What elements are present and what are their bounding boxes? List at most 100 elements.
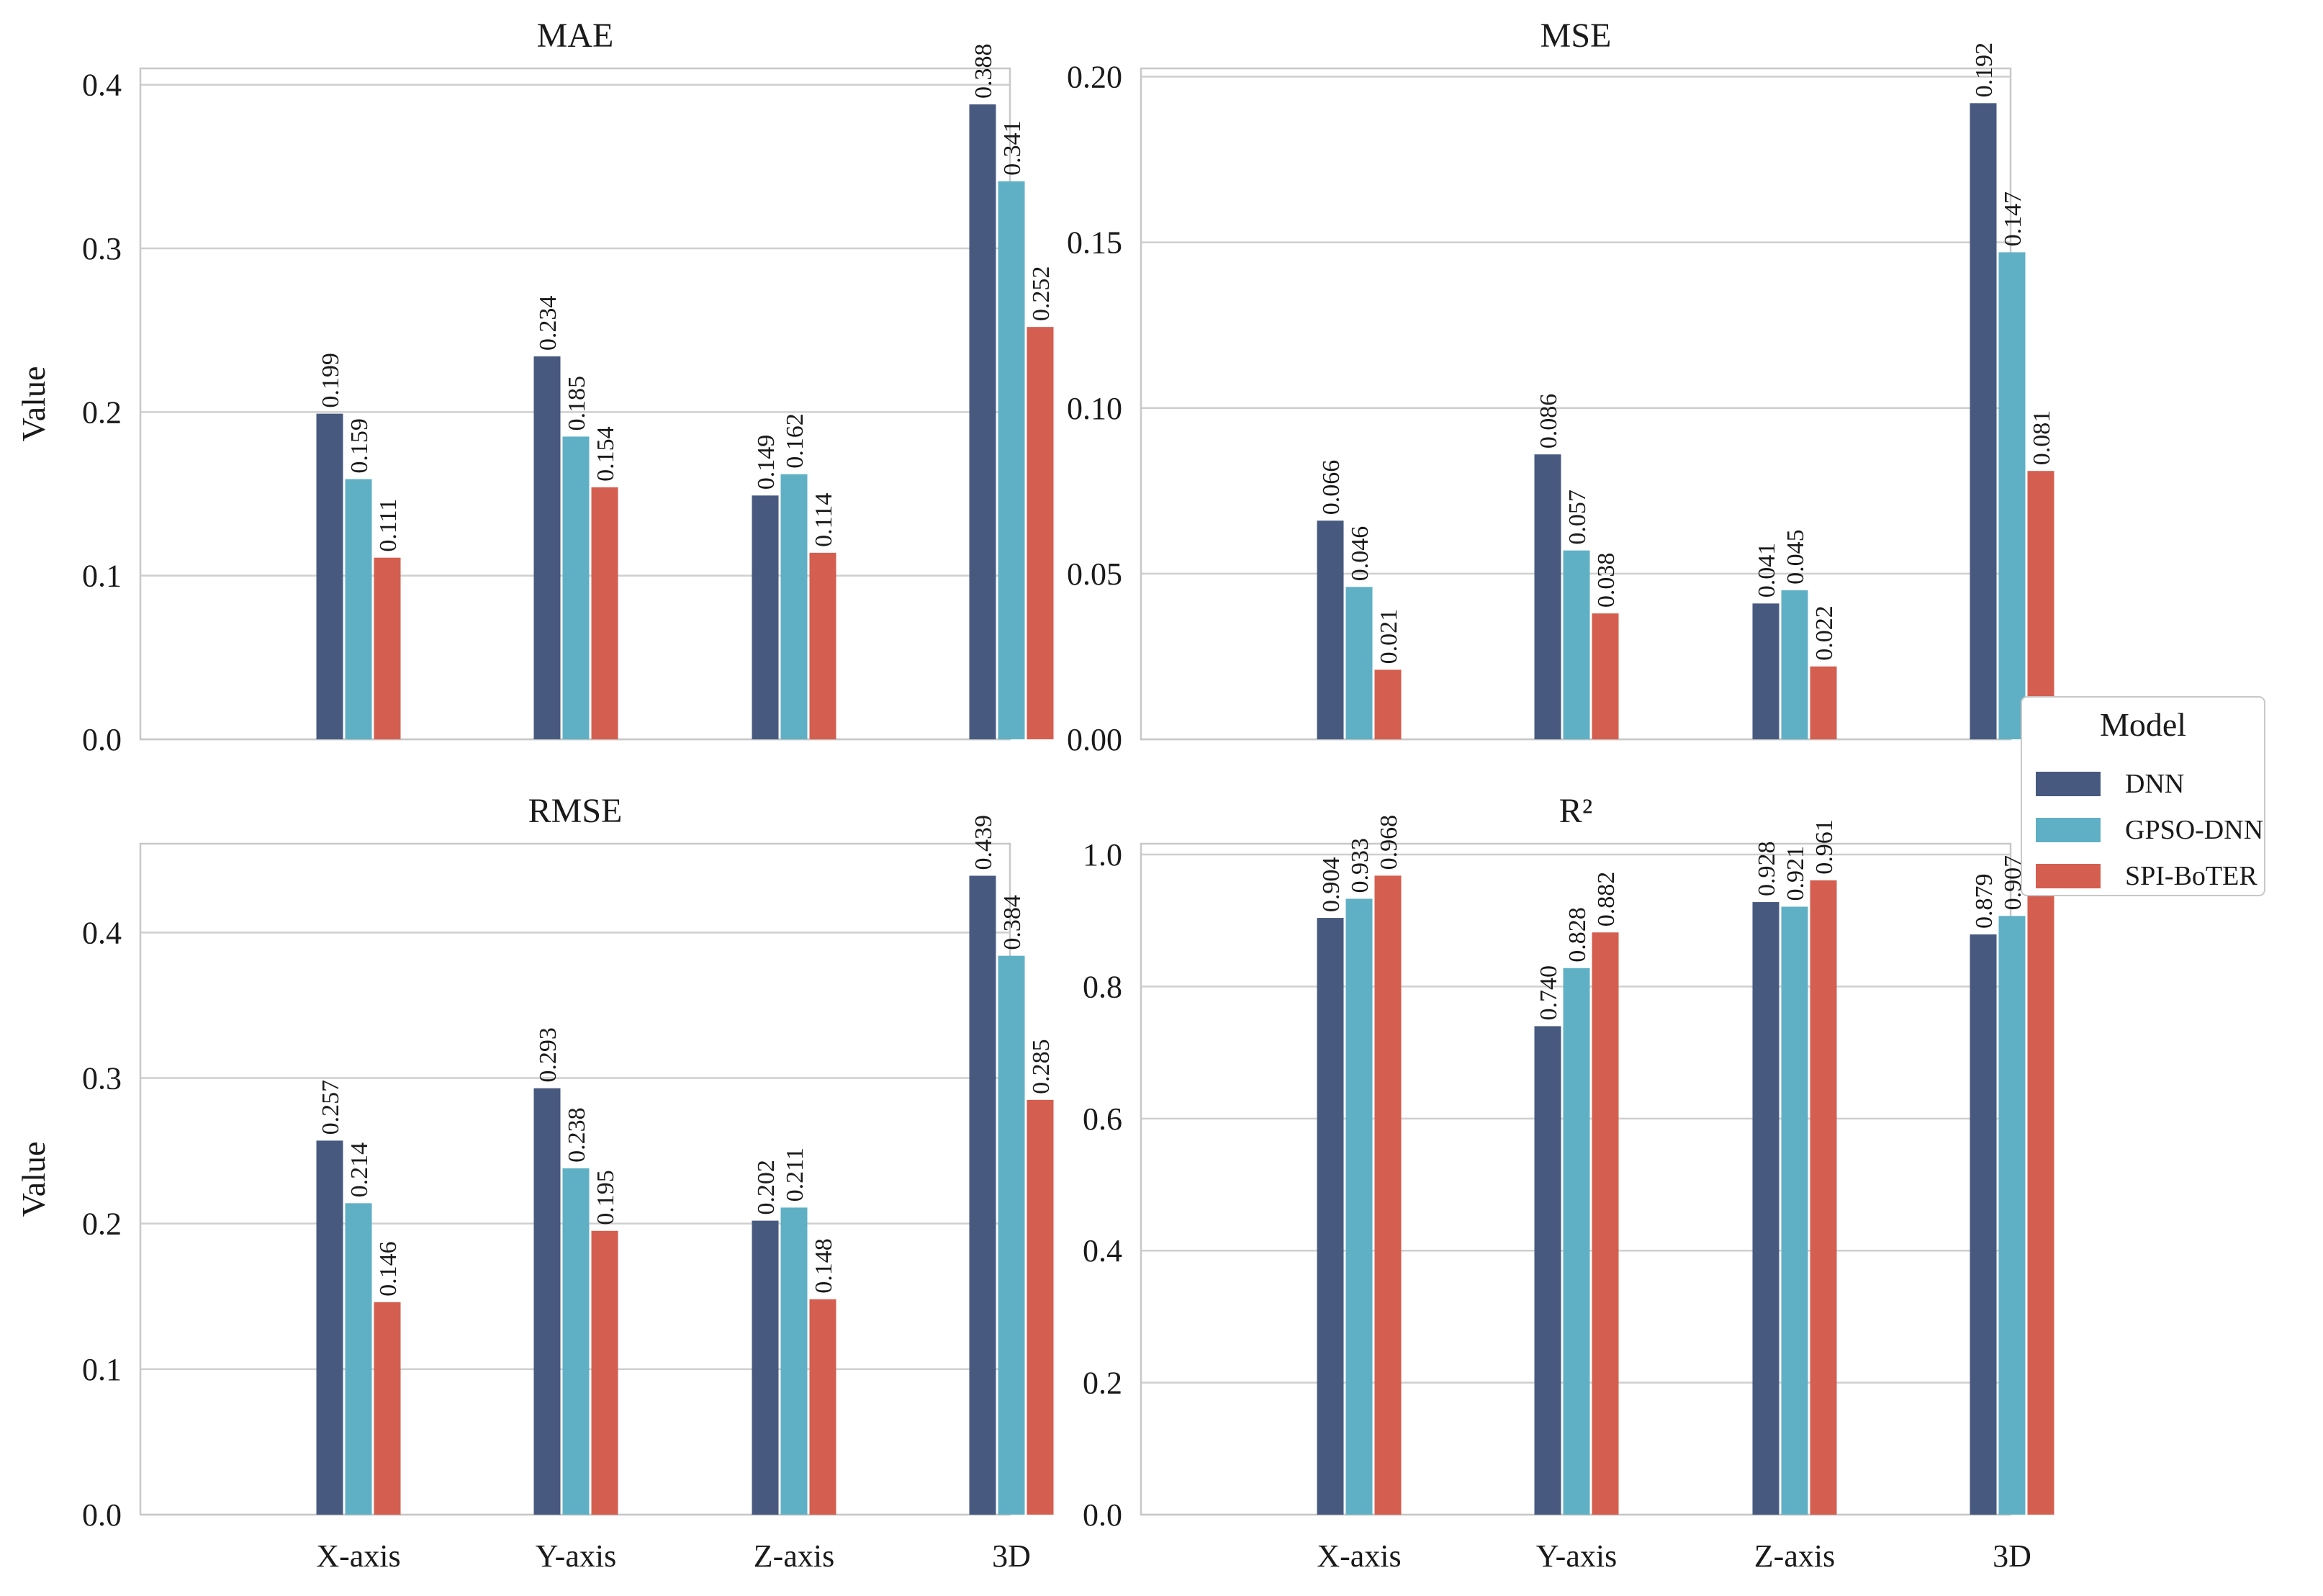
panel-title: RMSE (528, 792, 623, 830)
bar-dnn (1752, 603, 1780, 739)
bar-gpso-dnn (345, 479, 372, 739)
bar-value-label: 0.046 (1347, 526, 1373, 582)
y-tick-label: 0.20 (1067, 60, 1122, 95)
y-tick-label: 0.2 (1083, 1366, 1122, 1401)
bar-dnn (1970, 934, 1997, 1515)
bar-value-label: 0.022 (1811, 605, 1838, 661)
bar-value-label: 0.159 (346, 418, 373, 474)
bar-dnn (1752, 902, 1780, 1515)
y-tick-label: 0.0 (82, 722, 122, 757)
x-tick-label: 3D (1993, 1538, 2031, 1574)
bar-value-label: 0.252 (1028, 266, 1055, 322)
y-tick-label: 0.6 (1083, 1101, 1122, 1137)
bar-gpso-dnn (998, 181, 1025, 740)
y-tick-label: 0.1 (82, 1352, 122, 1387)
bar-value-label: 0.199 (317, 353, 344, 408)
bar-value-label: 0.038 (1593, 553, 1620, 608)
bar-value-label: 0.882 (1593, 872, 1620, 927)
bar-value-label: 0.439 (970, 815, 997, 870)
bar-value-label: 0.041 (1754, 543, 1780, 598)
bar-value-label: 0.148 (811, 1238, 837, 1294)
bar-gpso-dnn (562, 436, 590, 739)
bar-value-label: 0.192 (1971, 42, 1998, 98)
x-tick-label: Y-axis (1536, 1538, 1617, 1574)
bar-dnn (969, 875, 996, 1515)
bar-dnn (969, 104, 996, 739)
bar-spi-boter (2027, 471, 2054, 739)
bar-value-label: 0.202 (753, 1160, 780, 1215)
panel-title: MSE (1541, 17, 1612, 55)
bar-spi-boter (1592, 613, 1619, 739)
bar-gpso-dnn (1563, 550, 1590, 739)
x-tick-label: Z-axis (754, 1538, 834, 1574)
legend-swatch-gpso-dnn (2036, 818, 2101, 842)
bar-value-label: 0.384 (999, 895, 1026, 950)
bar-value-label: 0.293 (535, 1027, 561, 1083)
bar-value-label: 0.149 (753, 435, 780, 490)
x-tick-label: 3D (992, 1538, 1031, 1574)
y-tick-label: 0.4 (82, 915, 122, 950)
bar-value-label: 0.933 (1347, 838, 1373, 893)
bar-value-label: 0.162 (782, 413, 808, 469)
bar-spi-boter (809, 1299, 836, 1515)
y-tick-label: 0.3 (82, 1060, 122, 1096)
bar-gpso-dnn (1781, 906, 1808, 1515)
legend-label-spi-boter: SPI-BoTER (2125, 861, 2257, 891)
bar-value-label: 0.388 (970, 44, 997, 99)
y-tick-label: 0.4 (1083, 1233, 1122, 1268)
bar-value-label: 0.211 (782, 1148, 808, 1201)
bar-value-label: 0.961 (1811, 819, 1838, 875)
bar-gpso-dnn (1998, 252, 2026, 740)
y-axis-label: Value (15, 366, 52, 442)
bar-spi-boter (1810, 666, 1837, 739)
bar-value-label: 0.195 (592, 1170, 619, 1225)
bar-value-label: 0.154 (592, 426, 619, 482)
bar-dnn (1317, 520, 1344, 739)
y-tick-label: 0.15 (1067, 225, 1122, 261)
bar-gpso-dnn (1563, 968, 1590, 1515)
y-tick-label: 0.10 (1067, 391, 1122, 426)
y-tick-label: 0.05 (1067, 556, 1122, 592)
bar-gpso-dnn (780, 474, 808, 739)
bar-dnn (316, 413, 343, 739)
bar-value-label: 0.081 (2029, 410, 2055, 466)
bar-dnn (1534, 454, 1561, 739)
bar-value-label: 0.086 (1535, 394, 1562, 449)
bar-value-label: 0.879 (1971, 873, 1998, 929)
panel-title: MAE (537, 17, 614, 55)
bar-gpso-dnn (998, 955, 1025, 1515)
bar-value-label: 0.114 (811, 493, 837, 547)
bar-value-label: 0.285 (1028, 1039, 1055, 1094)
bar-spi-boter (374, 557, 401, 739)
bar-value-label: 0.045 (1782, 529, 1809, 585)
bar-gpso-dnn (1998, 916, 2026, 1515)
bar-gpso-dnn (780, 1207, 808, 1515)
y-tick-label: 0.2 (82, 1207, 122, 1242)
y-tick-label: 0.0 (1083, 1497, 1122, 1533)
bar-gpso-dnn (1345, 587, 1373, 739)
bar-value-label: 0.146 (375, 1241, 402, 1297)
bar-gpso-dnn (562, 1168, 590, 1515)
bar-spi-boter (2027, 888, 2054, 1515)
bar-value-label: 0.147 (2000, 191, 2026, 247)
y-tick-label: 0.4 (82, 68, 122, 103)
bar-value-label: 0.968 (1376, 815, 1402, 870)
x-tick-label: X-axis (1317, 1538, 1401, 1574)
bar-value-label: 0.111 (375, 499, 402, 552)
legend-label-gpso-dnn: GPSO-DNN (2125, 815, 2263, 845)
legend: Model DNN GPSO-DNN SPI-BoTER (2021, 696, 2265, 896)
legend-items: DNN GPSO-DNN SPI-BoTER (2036, 769, 2263, 891)
x-tick-label: Z-axis (1754, 1538, 1835, 1574)
bar-value-label: 0.904 (1318, 857, 1345, 913)
bar-spi-boter (1027, 327, 1054, 739)
bar-dnn (752, 1220, 779, 1515)
bar-spi-boter (1592, 932, 1619, 1515)
bar-dnn (533, 1088, 561, 1515)
bar-spi-boter (591, 1230, 618, 1515)
bar-value-label: 0.928 (1754, 842, 1780, 897)
bar-spi-boter (1374, 875, 1402, 1515)
